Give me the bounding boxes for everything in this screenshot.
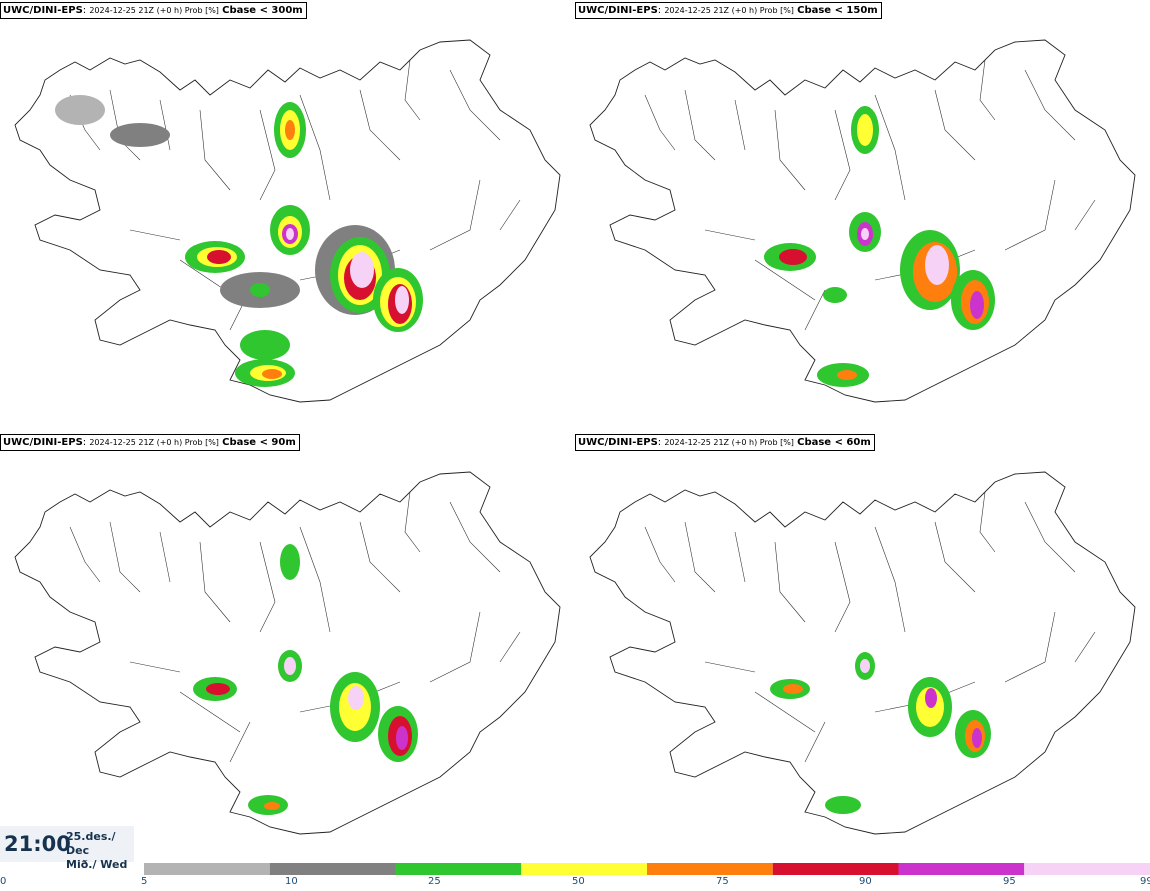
panel-title: UWC/DINI-EPS: 2024-12-25 21Z (+0 h) Prob… bbox=[575, 434, 875, 451]
panel-title: UWC/DINI-EPS: 2024-12-25 21Z (+0 h) Prob… bbox=[575, 2, 882, 19]
legend-bin bbox=[1024, 863, 1150, 875]
legend-tick: 0 bbox=[0, 876, 7, 887]
legend-bin bbox=[395, 863, 522, 875]
legend-bin bbox=[144, 863, 270, 875]
map-panel-60m: UWC/DINI-EPS: 2024-12-25 21Z (+0 h) Prob… bbox=[575, 432, 1150, 862]
legend-bin bbox=[521, 863, 647, 875]
legend-tick: 95 bbox=[1003, 876, 1016, 887]
legend-bin bbox=[269, 863, 396, 875]
valid-time: 21:00 bbox=[4, 832, 71, 856]
map-panel-150m: UWC/DINI-EPS: 2024-12-25 21Z (+0 h) Prob… bbox=[575, 0, 1150, 430]
valid-time-box: 21:00 25.des./ Dec Mið./ Wed bbox=[0, 826, 134, 871]
legend-tick: 50 bbox=[572, 876, 585, 887]
probability-contours bbox=[193, 544, 418, 815]
legend-bin bbox=[898, 863, 1025, 875]
panel-title: UWC/DINI-EPS: 2024-12-25 21Z (+0 h) Prob… bbox=[0, 2, 307, 19]
legend-tick: 25 bbox=[428, 876, 441, 887]
valid-date: 25.des./ Dec Mið./ Wed bbox=[66, 830, 128, 871]
legend-tick: 75 bbox=[716, 876, 729, 887]
probability-contours bbox=[770, 652, 991, 814]
legend-tick: 90 bbox=[859, 876, 872, 887]
map-panel-90m: UWC/DINI-EPS: 2024-12-25 21Z (+0 h) Prob… bbox=[0, 432, 575, 862]
legend-tick: 10 bbox=[285, 876, 298, 887]
color-legend bbox=[144, 863, 1150, 875]
probability-contours bbox=[764, 106, 995, 387]
legend-bin bbox=[772, 863, 899, 875]
legend-tick: 5 bbox=[141, 876, 148, 887]
map-panel-300m: UWC/DINI-EPS: 2024-12-25 21Z (+0 h) Prob… bbox=[0, 0, 575, 430]
legend-bin bbox=[647, 863, 773, 875]
panel-title: UWC/DINI-EPS: 2024-12-25 21Z (+0 h) Prob… bbox=[0, 434, 300, 451]
legend-tick: 99 bbox=[1140, 876, 1150, 887]
probability-contours bbox=[55, 95, 423, 387]
